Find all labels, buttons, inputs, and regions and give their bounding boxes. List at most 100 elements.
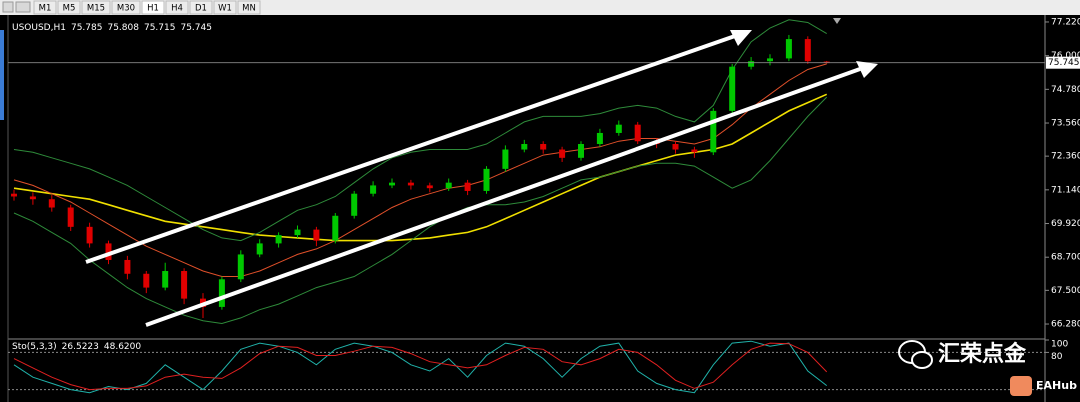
price-header: USOUSD,H1 75.785 75.808 75.715 75.745	[12, 23, 212, 33]
y-tick-label: 76.000	[1051, 51, 1080, 61]
candle-body	[823, 61, 830, 63]
timeframe-label[interactable]: H1	[147, 4, 159, 14]
timeframe-label[interactable]: H4	[171, 4, 183, 14]
candle-body	[596, 132, 603, 145]
timeframe-label[interactable]: W1	[218, 4, 232, 14]
oscillator-line	[13, 340, 828, 394]
timeframe-button-bg[interactable]	[57, 0, 81, 15]
arrow-head	[730, 30, 752, 46]
timeframe-button[interactable]: D1	[189, 0, 213, 15]
chart-background	[0, 15, 1080, 402]
side-strip	[0, 30, 4, 120]
candle-body	[370, 185, 377, 194]
timeframe-label[interactable]: M15	[87, 4, 105, 14]
price-label: 75.745	[1048, 58, 1080, 68]
timeframe-button[interactable]: M5	[57, 0, 81, 15]
timeframe-button[interactable]: W1	[213, 0, 237, 15]
y-tick-label: 69.920	[1051, 219, 1080, 229]
timeframe-button[interactable]: M1	[33, 0, 57, 15]
candle-body	[672, 144, 679, 150]
oscillator-line	[13, 342, 828, 391]
trend-arrows	[85, 30, 878, 327]
y-tick-label: 66.280	[1051, 320, 1080, 330]
candle-body	[237, 254, 244, 280]
indicator-line	[13, 96, 828, 325]
candle-body	[48, 199, 55, 208]
candle-body	[521, 144, 528, 150]
candle-body	[502, 149, 509, 169]
candle-body	[105, 243, 112, 260]
y-tick-label: 71.140	[1051, 185, 1080, 195]
candle-body	[407, 182, 414, 186]
candle-body	[218, 279, 225, 307]
candle-body	[124, 259, 131, 274]
watermark-text: 汇荣点金	[938, 341, 1027, 367]
candle-body	[559, 149, 566, 158]
timeframe-button-bg[interactable]	[213, 0, 237, 15]
timeframe-bar: M1 M5 M15 M30 H1 H4 D1 W1 MN	[33, 0, 261, 15]
watermark: 汇荣点金 EAHub	[898, 340, 1077, 396]
header-value: 75.745	[180, 23, 212, 33]
timeframe-label[interactable]: MN	[242, 4, 256, 14]
timeframe-button-bg[interactable]	[33, 0, 57, 15]
timeframe-button-bg[interactable]	[189, 0, 213, 15]
candle-body	[540, 144, 547, 150]
price-panel: 77.220 76.000 74.780 73.560 72.360 71.140 69.9…	[8, 17, 1080, 330]
indicator-line	[13, 19, 827, 242]
wechat-icon	[911, 351, 933, 369]
timeframe-button[interactable]: MN	[237, 0, 261, 15]
shift-marker	[833, 18, 841, 24]
candle-body	[29, 196, 36, 200]
header-value: 75.715	[144, 23, 176, 33]
candle-body	[710, 110, 717, 153]
candle-body	[67, 207, 74, 227]
candle-body	[332, 215, 339, 241]
timeframe-label[interactable]: M5	[63, 4, 76, 14]
candle-body	[426, 185, 433, 189]
candle-body	[256, 243, 263, 255]
candle-body	[748, 61, 755, 67]
lower-trendline	[145, 67, 861, 327]
tool-button[interactable]	[2, 1, 14, 13]
candle-body	[464, 182, 471, 191]
y-tick-label: 73.560	[1051, 119, 1080, 129]
oscillator-header: Sto(5,3,3) 26.5223 48.6200	[12, 342, 141, 352]
candle-body	[578, 144, 584, 158]
candle-body	[785, 39, 792, 59]
candle-body	[691, 149, 698, 153]
timeframe-button-bg[interactable]	[111, 0, 141, 15]
timeframe-label[interactable]: M30	[117, 4, 135, 14]
candle-body	[294, 229, 301, 236]
timeframe-label[interactable]: D1	[195, 4, 207, 14]
timeframe-button[interactable]: H1	[141, 0, 165, 15]
indicator-line	[13, 63, 827, 277]
candle-body	[445, 182, 452, 189]
toolbar	[0, 0, 1080, 15]
timeframe-button[interactable]: M30	[111, 0, 141, 15]
tool-button[interactable]	[15, 1, 31, 13]
y-tick-label: 72.360	[1051, 152, 1080, 162]
header-value: 48.6200	[104, 342, 141, 352]
header-value: 75.785	[71, 23, 103, 33]
candle-body	[615, 124, 622, 133]
candle-body	[729, 66, 736, 111]
timeframe-button-bg[interactable]	[81, 0, 111, 15]
header-title: USOUSD,H1	[12, 23, 66, 33]
timeframe-button[interactable]: H4	[165, 0, 189, 15]
candle-body	[86, 226, 93, 244]
y-tick-label: 68.700	[1051, 253, 1080, 263]
timeframe-button-bg[interactable]	[141, 0, 165, 15]
candle-body	[313, 229, 320, 241]
timeframe-button[interactable]: M15	[81, 0, 111, 15]
candle-body	[162, 271, 169, 288]
candle-body	[483, 168, 490, 191]
candle-body	[181, 271, 188, 299]
y-tick-label: 100	[1051, 340, 1068, 350]
candle-body	[351, 193, 358, 216]
timeframe-button-bg[interactable]	[165, 0, 189, 15]
timeframe-button-bg[interactable]	[237, 0, 261, 15]
timeframe-label[interactable]: M1	[39, 4, 52, 14]
candle-body	[804, 39, 811, 62]
